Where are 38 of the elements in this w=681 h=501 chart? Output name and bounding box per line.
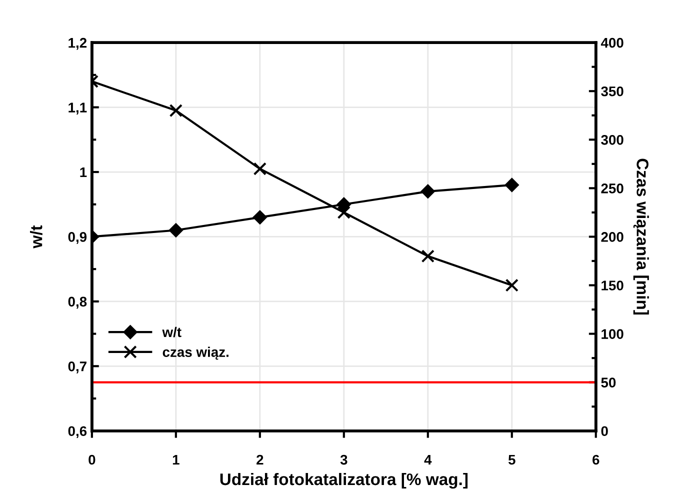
point xyxy=(169,104,183,118)
y-tick-label: 0,8 xyxy=(68,296,87,309)
point xyxy=(168,223,183,238)
y2-tick-label: 400 xyxy=(600,38,624,48)
x-tick-label: 1 xyxy=(172,454,180,465)
y2-tick-label: 100 xyxy=(602,329,624,339)
y-tick-label: 0,9 xyxy=(68,232,87,244)
x-tick-label: 4 xyxy=(424,454,432,465)
y2-tick-label: 250 xyxy=(601,184,624,194)
x-axis-title: Udział fotokatalizatora [% wag.] xyxy=(220,472,468,489)
point xyxy=(252,210,267,224)
x-tick-label: 6 xyxy=(592,454,600,465)
point xyxy=(336,197,351,212)
point xyxy=(421,250,434,263)
point xyxy=(337,206,351,220)
legend-label: czas wiąz. xyxy=(162,346,228,360)
point xyxy=(504,178,519,192)
y2-tick-label: 350 xyxy=(601,86,624,96)
y2-tick-label: 200 xyxy=(601,232,624,242)
y2-tick-label: 50 xyxy=(601,378,616,388)
y-axis-title: w/t xyxy=(30,225,42,248)
y2-tick-label: 300 xyxy=(601,134,624,145)
x-tick-label: 5 xyxy=(508,454,516,465)
y-tick-label: 1 xyxy=(80,167,87,178)
y2-tick-label: 0 xyxy=(601,426,608,436)
y-tick-label: 1,2 xyxy=(68,38,87,50)
y-tick-label: 0,6 xyxy=(68,426,87,438)
y2-tick-label: 150 xyxy=(602,280,624,290)
legend-label: w/t xyxy=(162,326,182,338)
point xyxy=(253,162,267,176)
x-tick-label: 3 xyxy=(340,454,348,465)
y-tick-label: 0,7 xyxy=(68,361,86,374)
y2-axis-title: Czas wiązania [min] xyxy=(633,158,649,315)
y-tick-label: 1,1 xyxy=(68,102,87,114)
point xyxy=(505,278,518,292)
point xyxy=(420,184,435,198)
x-tick-label: 2 xyxy=(256,454,264,465)
x-tick-label: 0 xyxy=(88,454,96,465)
